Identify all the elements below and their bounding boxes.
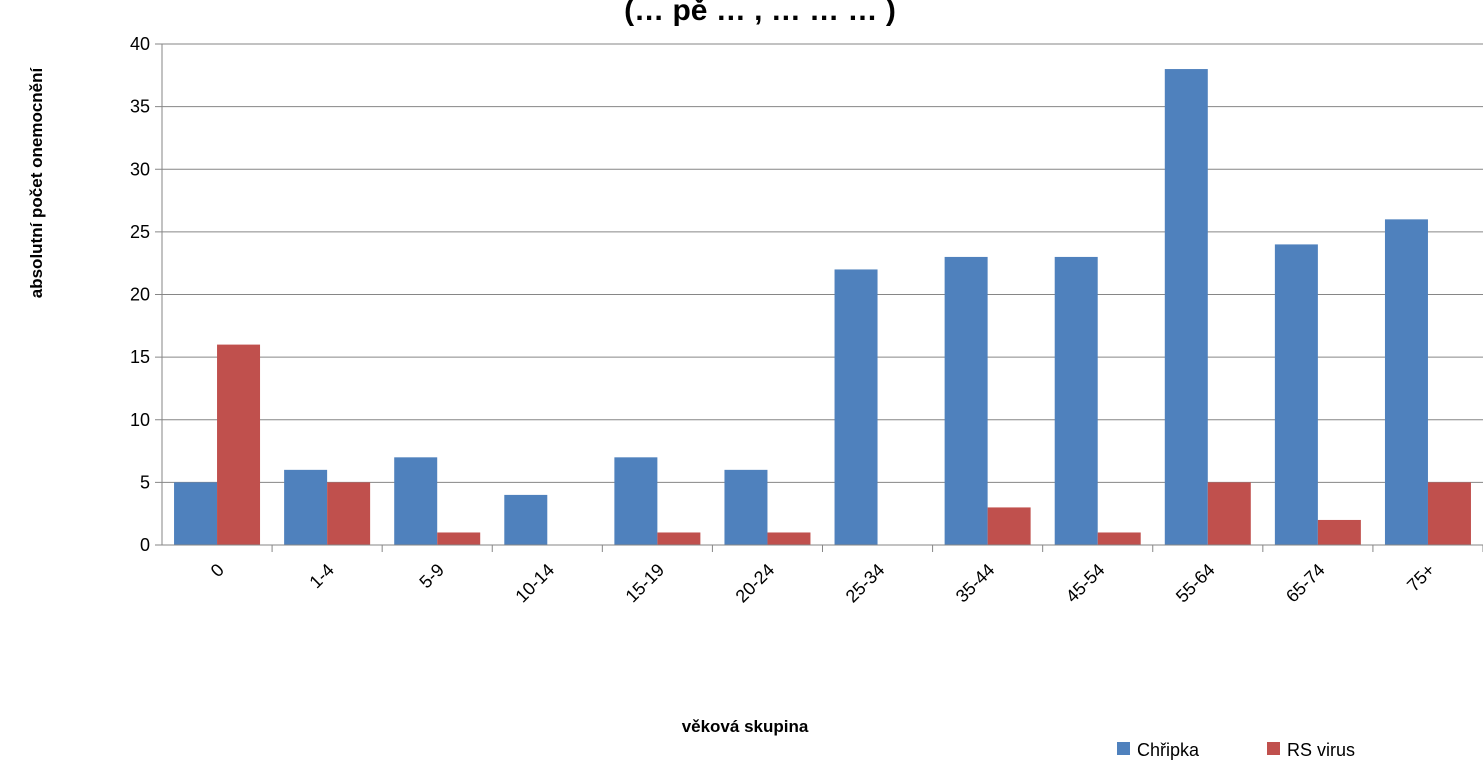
x-tick-label: 55-64 [1172, 560, 1219, 607]
bar-rs-virus-75+ [1427, 482, 1471, 545]
y-tick-label: 20 [130, 285, 150, 305]
x-tick-label: 20-24 [732, 560, 779, 607]
y-tick-label: 25 [130, 222, 150, 242]
bar-chripka-20-24 [724, 469, 768, 545]
y-axis-title: absolutní počet onemocnění [27, 66, 46, 298]
x-tick-label: 10-14 [511, 560, 558, 607]
y-tick-label: 35 [130, 97, 150, 117]
y-tick-label: 15 [130, 347, 150, 367]
bar-rs-virus-1-4 [327, 482, 371, 545]
bar-chripka-55-64 [1164, 69, 1208, 546]
legend-swatch-rs-virus [1267, 742, 1280, 755]
legend-swatch-chripka [1117, 742, 1130, 755]
legend-label-rs-virus: RS virus [1287, 740, 1355, 760]
bar-chripka-10-14 [504, 494, 548, 545]
x-tick-label: 0 [207, 560, 228, 581]
x-tick-label: 5-9 [415, 560, 448, 593]
bar-chripka-65-74 [1274, 244, 1318, 545]
x-tick-label: 75+ [1403, 560, 1439, 596]
bar-chripka-15-19 [614, 457, 658, 545]
bar-chripka-45-54 [1054, 256, 1098, 545]
y-tick-label: 5 [140, 472, 150, 492]
x-tick-label: 15-19 [622, 560, 669, 607]
x-tick-label: 25-34 [842, 560, 889, 607]
bar-rs-virus-35-44 [987, 507, 1031, 545]
axes [155, 43, 1483, 552]
x-tick-label: 1-4 [305, 560, 338, 593]
chart-title: (… pě … , … … … ) [624, 0, 896, 27]
x-tick-label: 45-54 [1062, 560, 1109, 607]
y-tick-label: 10 [130, 410, 150, 430]
bar-rs-virus-45-54 [1097, 532, 1141, 545]
x-axis-title: věková skupina [682, 717, 809, 736]
bar-rs-virus-55-64 [1207, 482, 1251, 545]
gridlines [162, 43, 1483, 483]
bar-chripka-0 [174, 482, 218, 545]
y-tick-label: 40 [130, 34, 150, 54]
bar-rs-virus-65-74 [1317, 519, 1361, 545]
bar-chripka-75+ [1384, 219, 1428, 545]
bar-chripka-5-9 [394, 457, 438, 545]
bar-rs-virus-5-9 [437, 532, 481, 545]
x-tick-labels: 0 1-4 5-9 10-14 15-19 20-24 25-34 35-44 45-54 55-… [207, 560, 1439, 607]
bar-chripka-1-4 [284, 469, 328, 545]
y-tick-label: 30 [130, 159, 150, 179]
bar-rs-virus-0 [217, 344, 261, 545]
bar-rs-virus-20-24 [767, 532, 811, 545]
bar-chripka-35-44 [944, 256, 988, 545]
legend: Chřipka RS virus [1117, 740, 1355, 760]
x-tick-label: 65-74 [1282, 560, 1329, 607]
bars [174, 69, 1471, 546]
bar-rs-virus-15-19 [657, 532, 701, 545]
y-tick-labels: 0 5 10 15 20 25 30 35 40 [130, 34, 150, 555]
legend-label-chripka: Chřipka [1137, 740, 1200, 760]
bar-chripka-25-34 [834, 269, 878, 545]
x-tick-label: 35-44 [952, 560, 999, 607]
y-tick-label: 0 [140, 535, 150, 555]
